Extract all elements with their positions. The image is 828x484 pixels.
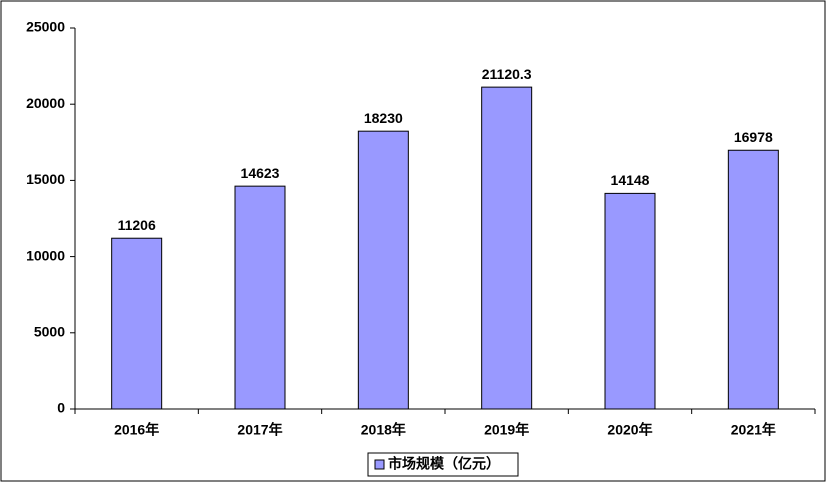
bar xyxy=(357,130,409,410)
legend-box xyxy=(367,452,519,477)
x-tick-label: 2020年 xyxy=(607,422,652,438)
bar xyxy=(727,149,779,410)
y-tick-label: 0 xyxy=(57,400,65,416)
y-tick-label: 10000 xyxy=(26,247,65,263)
data-label: 21120.3 xyxy=(482,66,532,82)
data-label: 18230 xyxy=(364,110,403,126)
x-tick-label: 2019年 xyxy=(484,422,529,438)
x-tick-label: 2017年 xyxy=(237,422,282,438)
bar xyxy=(111,237,163,410)
y-tick-label: 25000 xyxy=(26,19,65,35)
data-label: 11206 xyxy=(118,217,156,233)
x-tick-label: 2021年 xyxy=(731,422,776,438)
y-tick-label: 15000 xyxy=(26,171,65,187)
bar xyxy=(604,192,656,410)
legend-label: 市场规模（亿元） xyxy=(388,456,500,472)
bar xyxy=(234,185,286,410)
x-tick-label: 2016年 xyxy=(114,422,159,438)
x-tick-label: 2018年 xyxy=(361,422,406,438)
legend-swatch xyxy=(374,459,385,470)
data-label: 16978 xyxy=(734,129,773,145)
bar xyxy=(481,86,533,410)
data-label: 14623 xyxy=(241,165,280,181)
y-tick-label: 5000 xyxy=(34,324,65,340)
y-tick-label: 20000 xyxy=(26,95,65,111)
data-label: 14148 xyxy=(611,172,650,188)
